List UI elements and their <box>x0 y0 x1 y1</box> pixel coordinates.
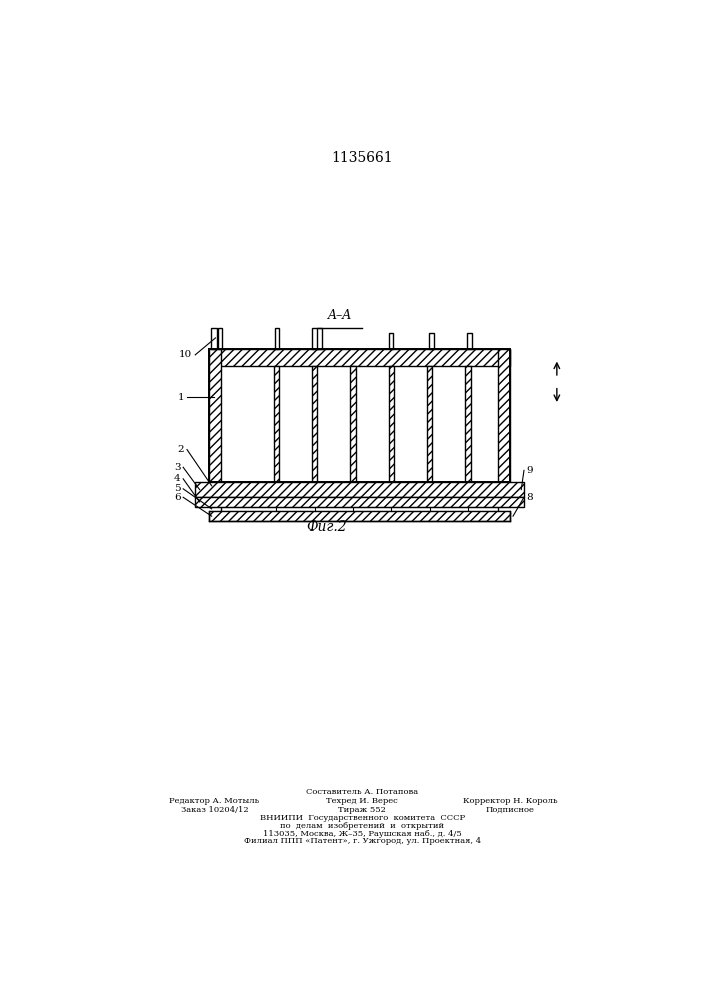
Text: Филиал ППП «Патент», г. Ужгород, ул. Проектная, 4: Филиал ППП «Патент», г. Ужгород, ул. Про… <box>244 837 481 845</box>
Text: 9: 9 <box>527 466 533 475</box>
Text: Заказ 10204/12: Заказ 10204/12 <box>180 806 248 814</box>
Text: по  делам  изобретений  и  открытий: по делам изобретений и открытий <box>280 822 445 830</box>
Bar <box>312 366 317 482</box>
Bar <box>274 366 279 482</box>
Text: 1: 1 <box>177 393 185 402</box>
Text: 10: 10 <box>180 350 192 359</box>
Bar <box>209 349 510 482</box>
Bar <box>218 328 222 349</box>
Bar <box>350 366 356 482</box>
Text: 3: 3 <box>174 463 180 472</box>
Text: 1135661: 1135661 <box>332 151 393 165</box>
Bar <box>498 349 510 482</box>
Bar <box>275 328 279 349</box>
Bar <box>429 333 433 349</box>
Text: ВНИИПИ  Государственного  комитета  СССР: ВНИИПИ Государственного комитета СССР <box>259 814 465 822</box>
Bar <box>209 511 510 521</box>
Bar <box>209 349 221 482</box>
Text: Составитель А. Потапова: Составитель А. Потапова <box>306 788 419 796</box>
Text: Тираж 552: Тираж 552 <box>339 806 386 814</box>
Text: Редактор А. Мотыль: Редактор А. Мотыль <box>169 797 259 805</box>
Bar <box>467 333 472 349</box>
Bar <box>389 333 393 349</box>
Bar <box>195 497 524 507</box>
Bar <box>389 366 394 482</box>
Bar <box>465 366 471 482</box>
Bar <box>317 328 322 349</box>
Text: A–A: A–A <box>328 309 353 322</box>
Text: Фиг.2: Фиг.2 <box>306 520 347 534</box>
Text: 2: 2 <box>177 445 185 454</box>
Bar <box>427 366 433 482</box>
Text: 113035, Москва, Ж–35, Раушская наб., д. 4/5: 113035, Москва, Ж–35, Раушская наб., д. … <box>263 830 462 838</box>
Bar <box>195 482 524 497</box>
Text: 8: 8 <box>527 493 533 502</box>
Bar <box>211 328 216 349</box>
Text: 4: 4 <box>174 474 180 483</box>
Text: 5: 5 <box>174 484 180 493</box>
Bar <box>312 328 318 349</box>
Text: Техред И. Верес: Техред И. Верес <box>327 797 398 805</box>
Bar <box>209 349 510 366</box>
Text: Подписное: Подписное <box>486 806 534 814</box>
Text: Корректор Н. Король: Корректор Н. Король <box>463 797 558 805</box>
Text: 6: 6 <box>174 493 180 502</box>
